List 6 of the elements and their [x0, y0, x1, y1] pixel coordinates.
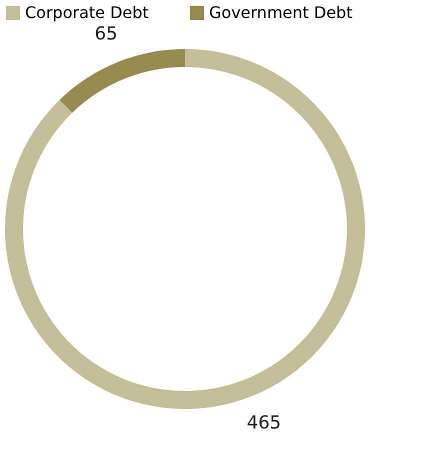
data-label: 465: [246, 412, 282, 434]
donut-slice: [60, 49, 185, 113]
legend-label: Corporate Debt: [25, 3, 149, 22]
legend-label: Government Debt: [209, 3, 352, 22]
donut-slice: [5, 49, 365, 409]
data-label: 65: [94, 23, 118, 44]
